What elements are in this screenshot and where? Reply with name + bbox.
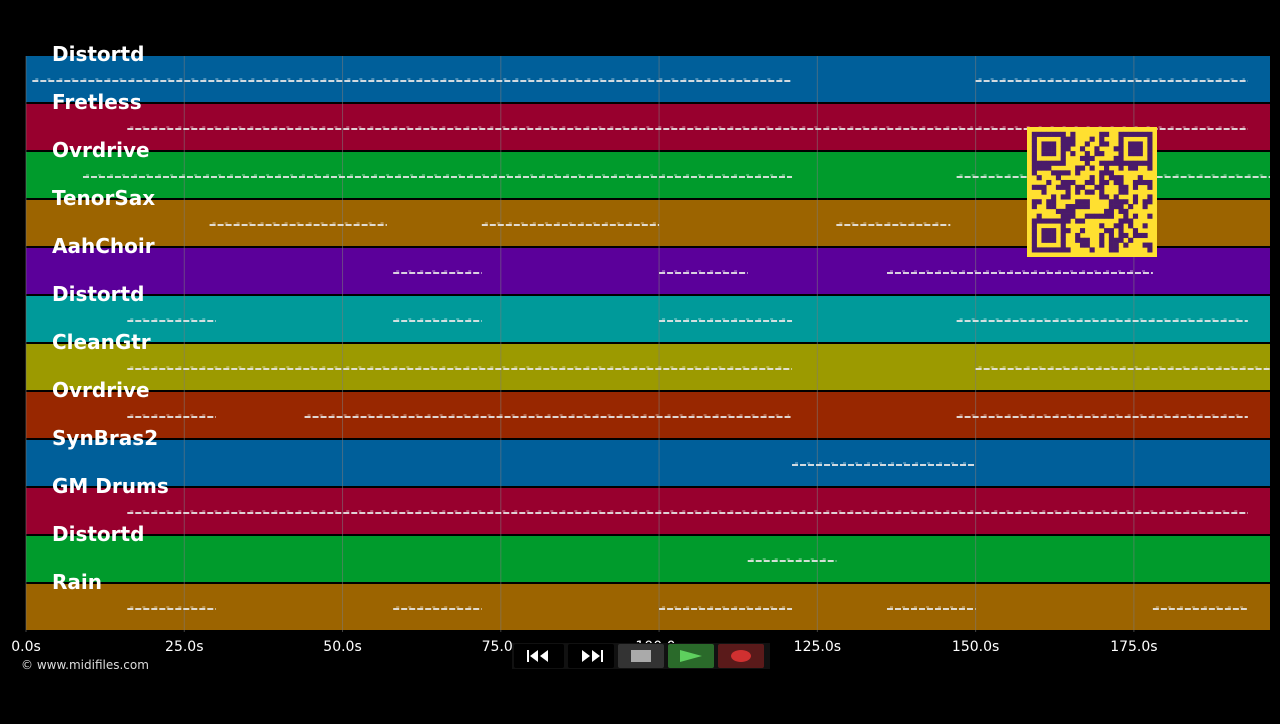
track-band: [26, 296, 1270, 342]
rewind-icon: [527, 650, 548, 662]
track-band: [26, 584, 1270, 630]
copyright-text: © www.midifiles.com: [21, 658, 149, 672]
fast-forward-icon: [582, 650, 603, 662]
track-label: Rain: [52, 570, 102, 594]
track-band: [26, 440, 1270, 486]
time-tick-label: 25.0s: [165, 639, 204, 655]
stop-icon: [631, 650, 651, 662]
track-label: Ovrdrive: [52, 138, 150, 162]
time-tick-label: 125.0s: [793, 639, 842, 655]
track-label: CleanGtr: [52, 330, 151, 354]
track-band: [26, 536, 1270, 582]
time-tick-label: 0.0s: [11, 639, 41, 655]
stop-button[interactable]: [618, 644, 664, 668]
track-label: SynBras2: [52, 426, 159, 450]
play-icon: [680, 650, 702, 662]
track-label: Distortd: [52, 282, 145, 306]
time-tick-label: 75.0s: [481, 639, 521, 655]
track-label: Distortd: [52, 42, 145, 66]
transport-controls: [512, 643, 770, 669]
record-icon: [731, 650, 751, 662]
time-tick-label: 150.0s: [951, 639, 1000, 655]
fast-forward-button[interactable]: [568, 644, 614, 668]
rewind-button[interactable]: [514, 644, 564, 668]
play-button[interactable]: [668, 644, 714, 668]
track-label: Ovrdrive: [52, 378, 150, 402]
track-label: GM Drums: [52, 474, 169, 498]
time-tick-label: 50.0s: [323, 639, 362, 655]
track-label: AahChoir: [52, 234, 155, 258]
track-label: Fretless: [52, 90, 142, 114]
track-label: Distortd: [52, 522, 145, 546]
time-tick-label: 175.0s: [1110, 639, 1158, 655]
track-label: TenorSax: [52, 186, 156, 210]
qr-code-image: [1027, 127, 1157, 257]
track-band: [26, 392, 1270, 438]
record-button[interactable]: [718, 644, 764, 668]
